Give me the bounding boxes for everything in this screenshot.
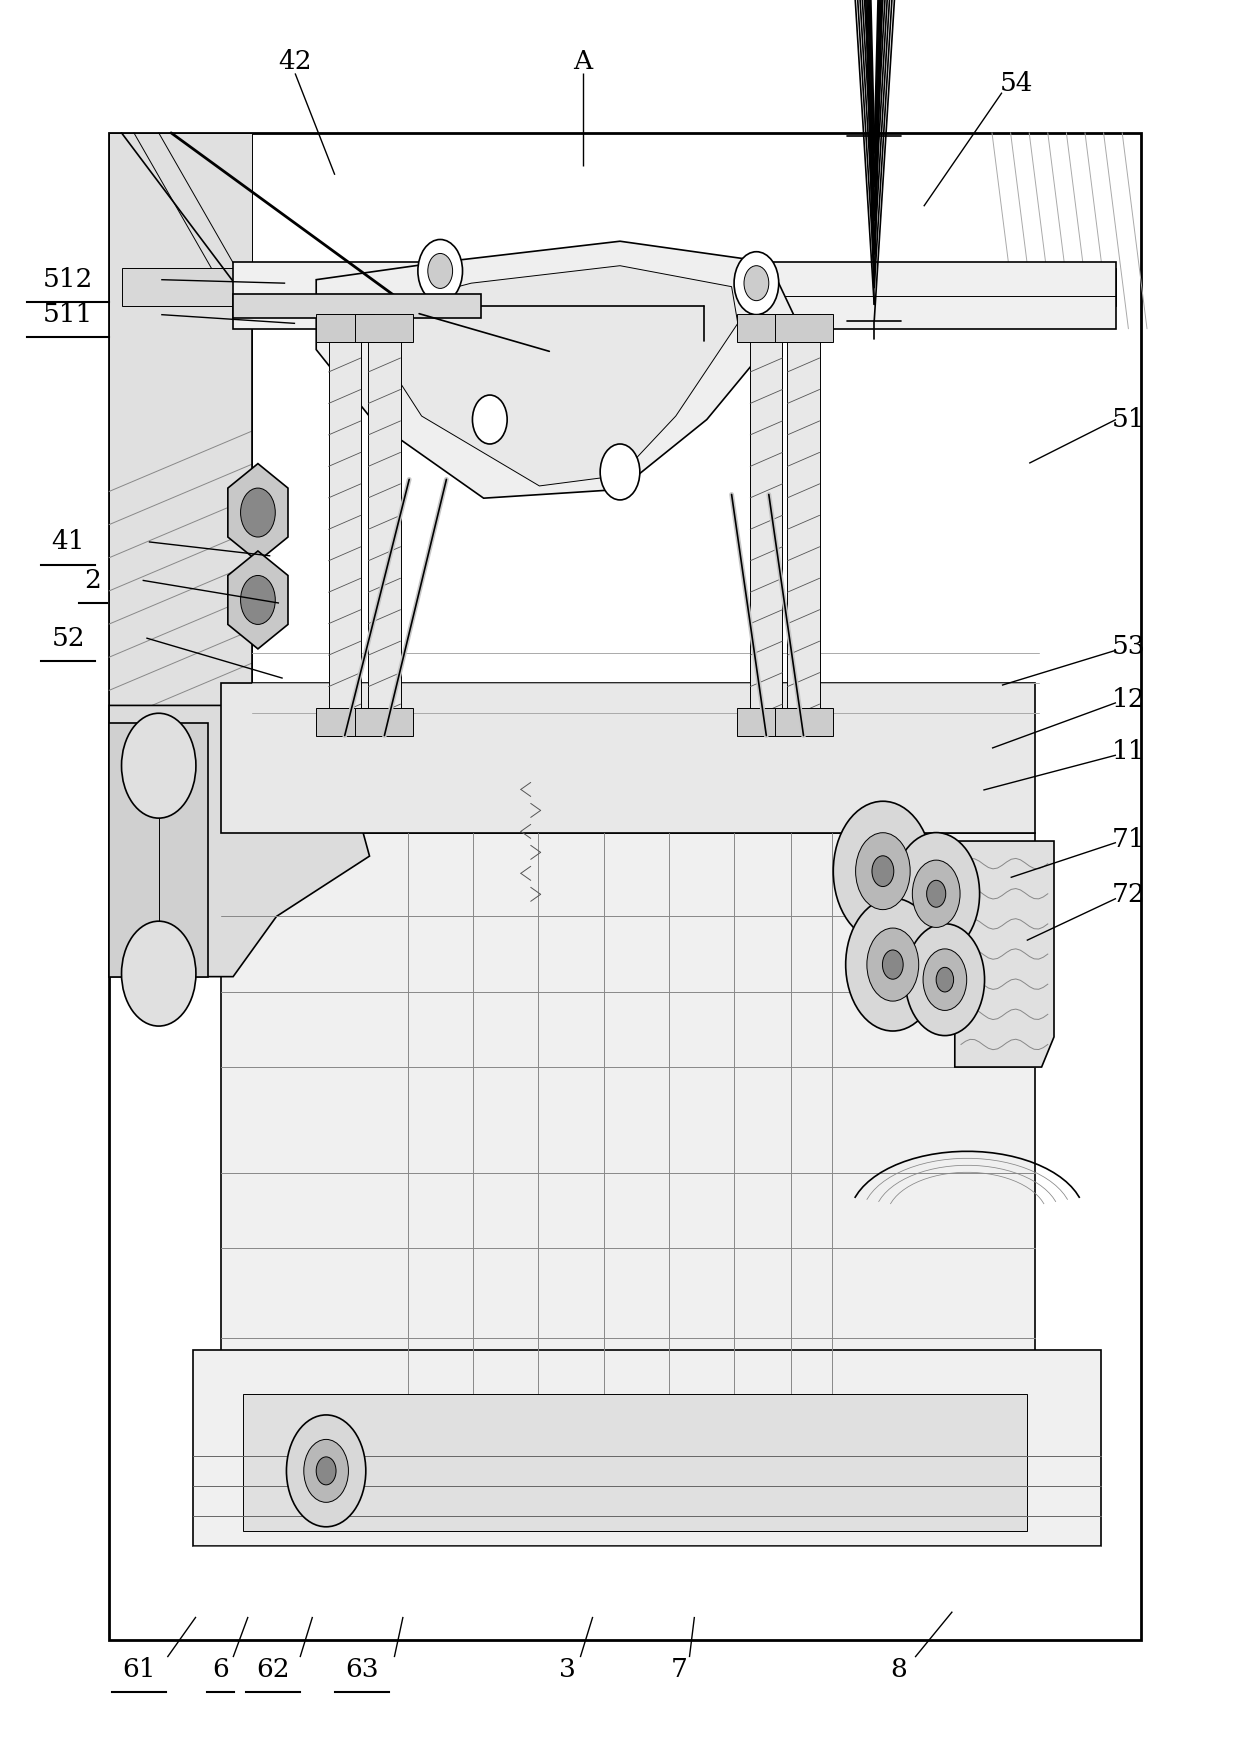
Bar	[775, 313, 832, 341]
Bar	[221, 683, 1035, 834]
Circle shape	[936, 967, 954, 991]
Circle shape	[867, 928, 919, 1002]
Circle shape	[833, 801, 932, 940]
Text: 41: 41	[51, 530, 86, 554]
Bar	[316, 313, 373, 341]
Text: 8: 8	[890, 1657, 908, 1682]
Bar	[329, 313, 361, 736]
Text: 511: 511	[43, 302, 93, 327]
Text: 42: 42	[278, 49, 312, 73]
Text: 11: 11	[1111, 739, 1146, 764]
Circle shape	[600, 444, 640, 500]
Bar	[193, 1349, 1101, 1547]
Circle shape	[926, 881, 946, 907]
Text: 6: 6	[212, 1657, 229, 1682]
Polygon shape	[316, 241, 794, 498]
Text: 512: 512	[43, 267, 93, 292]
Circle shape	[472, 395, 507, 444]
Bar	[738, 708, 795, 736]
Text: 61: 61	[122, 1657, 156, 1682]
Bar	[243, 1393, 1027, 1531]
Circle shape	[428, 253, 453, 288]
Circle shape	[856, 832, 910, 909]
Circle shape	[418, 239, 463, 302]
Bar	[356, 708, 413, 736]
Polygon shape	[122, 269, 1116, 306]
Bar	[738, 313, 795, 341]
Text: 53: 53	[1111, 635, 1146, 659]
Bar	[109, 724, 208, 977]
Polygon shape	[228, 551, 288, 649]
Bar	[750, 313, 782, 736]
Bar	[233, 262, 1116, 329]
Text: 62: 62	[255, 1657, 290, 1682]
Circle shape	[734, 252, 779, 315]
Text: 7: 7	[671, 1657, 688, 1682]
Circle shape	[304, 1439, 348, 1502]
Text: 54: 54	[999, 72, 1034, 96]
Polygon shape	[955, 841, 1054, 1066]
Text: 3: 3	[559, 1657, 577, 1682]
Circle shape	[923, 949, 967, 1010]
Bar	[787, 313, 820, 736]
Bar	[109, 133, 1141, 1640]
Text: 12: 12	[1111, 687, 1146, 711]
Circle shape	[286, 1414, 366, 1526]
Circle shape	[893, 832, 980, 954]
Circle shape	[122, 713, 196, 818]
Text: 63: 63	[345, 1657, 379, 1682]
Circle shape	[872, 857, 894, 886]
Circle shape	[744, 266, 769, 301]
Text: 2: 2	[84, 568, 102, 593]
Text: 72: 72	[1111, 883, 1146, 907]
Circle shape	[316, 1456, 336, 1484]
Circle shape	[913, 860, 960, 928]
Bar	[356, 313, 413, 341]
Bar	[233, 294, 481, 318]
Text: 52: 52	[51, 626, 86, 650]
Polygon shape	[109, 706, 370, 977]
Circle shape	[241, 488, 275, 537]
Circle shape	[122, 921, 196, 1026]
Bar	[316, 708, 373, 736]
Circle shape	[846, 898, 940, 1031]
Polygon shape	[228, 463, 288, 561]
Text: 71: 71	[1111, 827, 1146, 851]
Text: A: A	[573, 49, 593, 73]
Bar	[368, 313, 401, 736]
Circle shape	[241, 575, 275, 624]
Circle shape	[883, 949, 903, 979]
Bar	[221, 834, 1035, 1467]
Polygon shape	[384, 266, 738, 486]
Bar	[775, 708, 832, 736]
Polygon shape	[109, 133, 252, 857]
Circle shape	[905, 923, 985, 1035]
Text: 51: 51	[1111, 407, 1146, 432]
